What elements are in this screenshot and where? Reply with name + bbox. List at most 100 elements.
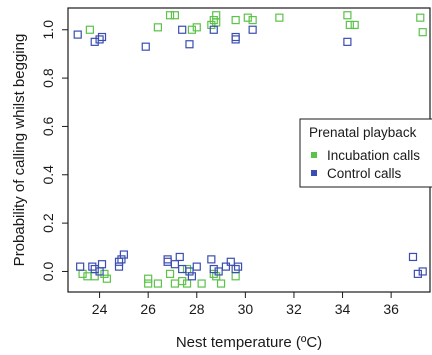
data-point — [170, 11, 179, 20]
data-point — [209, 269, 218, 278]
data-point — [214, 267, 223, 276]
data-point — [175, 252, 184, 262]
data-point — [275, 13, 284, 22]
data-point — [408, 252, 418, 262]
x-axis-label: Nest temperature (ºC) — [176, 334, 322, 351]
data-point — [185, 40, 194, 49]
data-point — [221, 262, 231, 271]
data-point — [163, 257, 172, 266]
data-point — [209, 264, 218, 274]
data-point — [178, 264, 187, 274]
data-point — [216, 279, 226, 288]
data-point — [95, 35, 104, 44]
data-point — [90, 37, 99, 46]
data-point — [209, 25, 218, 34]
data-point — [416, 13, 425, 22]
x-tick-label: 36 — [383, 301, 399, 317]
data-point — [90, 264, 99, 274]
data-point — [153, 279, 162, 288]
data-point — [97, 260, 107, 269]
data-point — [243, 13, 252, 22]
legend-swatch-control-calls — [311, 170, 317, 176]
data-point — [413, 269, 422, 278]
data-point — [73, 30, 82, 39]
data-point — [192, 262, 201, 271]
data-point — [102, 274, 111, 283]
data-point — [170, 279, 179, 288]
y-tick-label: 0.0 — [40, 262, 56, 282]
data-point — [248, 25, 257, 34]
data-point — [141, 42, 150, 51]
data-point — [144, 279, 153, 288]
data-point — [97, 32, 107, 42]
data-point — [187, 272, 197, 281]
data-point — [343, 37, 352, 46]
data-point — [163, 255, 172, 264]
data-point — [207, 255, 216, 264]
x-tick-label: 30 — [238, 301, 254, 317]
data-point — [95, 267, 104, 276]
data-point — [231, 272, 240, 281]
y-tick-label: 0.6 — [40, 116, 56, 136]
y-tick-label: 0.8 — [40, 68, 56, 88]
x-tick-label: 26 — [140, 301, 156, 317]
data-point — [165, 11, 175, 20]
data-point — [231, 264, 240, 274]
data-point — [170, 260, 179, 269]
legend-label-incubation-calls: Incubation calls — [327, 148, 420, 163]
data-point — [100, 269, 109, 278]
x-tick-label: 34 — [335, 301, 351, 317]
legend-box — [299, 118, 432, 188]
data-point — [226, 257, 235, 266]
data-point — [153, 23, 162, 32]
y-axis-label: Probability of calling whilst begging — [11, 34, 28, 267]
x-axis: 24 26 28 30 32 34 36 — [92, 292, 399, 317]
y-axis: 0.0 0.2 0.4 0.6 0.8 1.0 — [40, 20, 68, 281]
data-point — [231, 15, 240, 25]
data-point — [119, 250, 128, 259]
data-point — [418, 28, 427, 37]
data-point — [197, 279, 206, 288]
data-point — [231, 32, 240, 42]
data-point — [212, 18, 221, 27]
y-tick-label: 1.0 — [40, 20, 56, 40]
data-point — [76, 262, 85, 271]
data-point — [343, 11, 352, 20]
data-point — [209, 15, 218, 25]
data-point — [212, 11, 221, 20]
data-point — [78, 269, 87, 278]
series-control-calls — [73, 25, 427, 281]
data-point — [114, 262, 124, 271]
data-point — [207, 20, 216, 30]
x-tick-label: 24 — [92, 301, 108, 317]
data-point — [165, 269, 175, 278]
data-point — [117, 255, 126, 264]
legend: Prenatal playback Incubation calls Contr… — [299, 118, 432, 188]
data-point — [212, 272, 221, 281]
data-point — [83, 272, 92, 281]
data-point — [345, 20, 354, 30]
data-point — [114, 257, 124, 266]
y-tick-label: 0.4 — [40, 165, 56, 185]
data-point — [178, 277, 187, 286]
data-point — [187, 25, 197, 34]
legend-swatch-incubation-calls — [311, 152, 317, 158]
data-point — [248, 15, 257, 25]
data-point — [350, 20, 359, 30]
data-point — [418, 267, 427, 276]
data-point — [178, 25, 187, 34]
legend-title: Prenatal playback — [309, 125, 417, 140]
data-point — [233, 262, 243, 271]
series-incubation-calls — [78, 11, 427, 288]
legend-label-control-calls: Control calls — [327, 166, 402, 181]
data-point — [85, 25, 94, 34]
data-point — [231, 35, 240, 44]
x-tick-label: 32 — [286, 301, 302, 317]
y-tick-label: 0.2 — [40, 213, 56, 233]
data-point — [192, 23, 201, 32]
data-point — [144, 274, 153, 283]
data-point — [185, 267, 194, 276]
x-tick-label: 28 — [189, 301, 205, 317]
data-point — [90, 272, 99, 281]
